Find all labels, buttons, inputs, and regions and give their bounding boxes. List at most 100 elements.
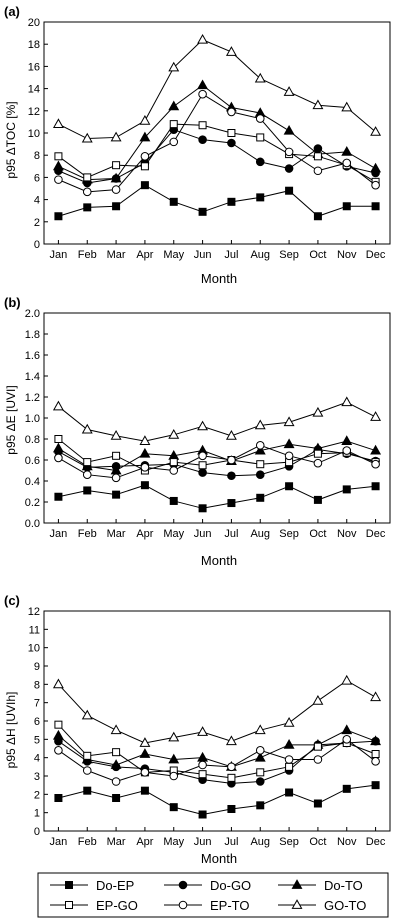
- data-point: [227, 129, 236, 137]
- data-point: [197, 79, 209, 90]
- legend-entry-go-to: GO-TO: [278, 898, 366, 913]
- y-tick-label: 1.0: [25, 413, 40, 425]
- data-point: [256, 493, 265, 502]
- data-point: [54, 435, 63, 443]
- series-ep-to: [54, 89, 380, 197]
- data-point: [169, 803, 178, 812]
- data-point: [139, 737, 151, 747]
- legend-entry-ep-go: EP-GO: [50, 898, 138, 913]
- data-point: [370, 162, 382, 173]
- x-tick-label: May: [163, 836, 184, 848]
- data-point: [254, 751, 266, 762]
- data-point: [254, 444, 266, 455]
- data-point: [342, 158, 352, 168]
- legend-label: EP-TO: [210, 898, 250, 913]
- data-point: [285, 788, 294, 797]
- series-line: [58, 440, 376, 472]
- y-axis-title: p95 ΔE [UVI]: [4, 385, 18, 454]
- x-tick-label: Mar: [107, 249, 126, 261]
- data-point: [52, 729, 64, 740]
- data-point: [112, 161, 121, 170]
- data-point: [227, 762, 236, 772]
- data-point: [283, 86, 295, 96]
- data-point: [256, 193, 265, 202]
- data-point: [139, 748, 151, 758]
- data-point: [313, 152, 322, 161]
- series-line: [58, 129, 376, 184]
- data-point: [254, 72, 266, 83]
- data-point: [341, 674, 353, 685]
- series-go-to: [52, 33, 382, 143]
- series-ep-to: [54, 735, 380, 786]
- data-point: [341, 435, 353, 445]
- y-tick-label: 1: [34, 808, 40, 820]
- y-tick-label: 3: [34, 771, 40, 783]
- data-point: [342, 202, 351, 211]
- data-point: [370, 411, 382, 421]
- data-point: [198, 504, 207, 513]
- data-point: [255, 777, 265, 786]
- data-point: [54, 453, 63, 463]
- data-point: [140, 481, 149, 490]
- data-point: [139, 114, 151, 125]
- y-axis-title: p95 ΔTOC [%]: [4, 101, 18, 178]
- series-go-to: [52, 396, 382, 445]
- series-do-to: [52, 435, 382, 475]
- y-tick-label: 11: [29, 624, 40, 636]
- x-tick-label: Oct: [309, 249, 326, 261]
- series-line: [58, 401, 376, 442]
- x-axis-title: Month: [201, 271, 237, 286]
- series-line: [58, 93, 376, 193]
- y-tick-label: 0.6: [25, 455, 40, 467]
- panel-label: (b): [4, 295, 21, 310]
- legend-entry-do-ep: Do-EP: [50, 878, 134, 893]
- data-point: [111, 777, 121, 786]
- series-line: [58, 729, 376, 768]
- data-point: [371, 757, 380, 766]
- data-point: [227, 471, 236, 481]
- y-tick-label: 0.0: [25, 518, 40, 530]
- data-point: [111, 185, 121, 194]
- data-point: [313, 495, 322, 504]
- y-tick-label: 10: [28, 643, 40, 655]
- data-point: [169, 120, 178, 129]
- data-point: [371, 750, 380, 758]
- y-tick-label: 4: [34, 195, 40, 207]
- panel-a: (a) p95 ΔTOC [%] Month 0 2 4 6 8 10 12 14 16 18 20…: [4, 4, 391, 286]
- data-point: [52, 442, 64, 453]
- data-point: [255, 470, 265, 480]
- y-tick-label: 2: [34, 217, 40, 229]
- data-point: [111, 473, 121, 483]
- data-point: [198, 810, 207, 819]
- x-tick-label: Jul: [224, 249, 238, 261]
- series-line: [58, 123, 376, 183]
- legend-frame: [37, 872, 389, 918]
- data-point: [312, 99, 324, 110]
- series-line: [58, 39, 376, 140]
- x-tick-label: Nov: [337, 249, 357, 261]
- data-point: [169, 137, 179, 147]
- data-point: [371, 459, 380, 469]
- legend-marker: [65, 881, 73, 889]
- data-point: [371, 202, 380, 211]
- data-point: [255, 157, 265, 167]
- data-point: [110, 172, 122, 183]
- data-point: [370, 735, 382, 746]
- data-point: [284, 451, 294, 461]
- data-point: [169, 466, 179, 475]
- data-point: [198, 451, 207, 461]
- data-point: [82, 470, 92, 480]
- data-point: [139, 131, 151, 142]
- data-point: [112, 794, 121, 802]
- data-point: [225, 430, 237, 440]
- data-point: [313, 166, 323, 176]
- data-point: [227, 805, 236, 813]
- x-tick-label: Feb: [78, 249, 97, 261]
- x-tick-label: Jun: [194, 836, 212, 848]
- data-point: [198, 135, 207, 144]
- series-line: [58, 484, 376, 509]
- data-point: [370, 444, 382, 455]
- data-point: [198, 461, 207, 470]
- data-point: [342, 485, 351, 494]
